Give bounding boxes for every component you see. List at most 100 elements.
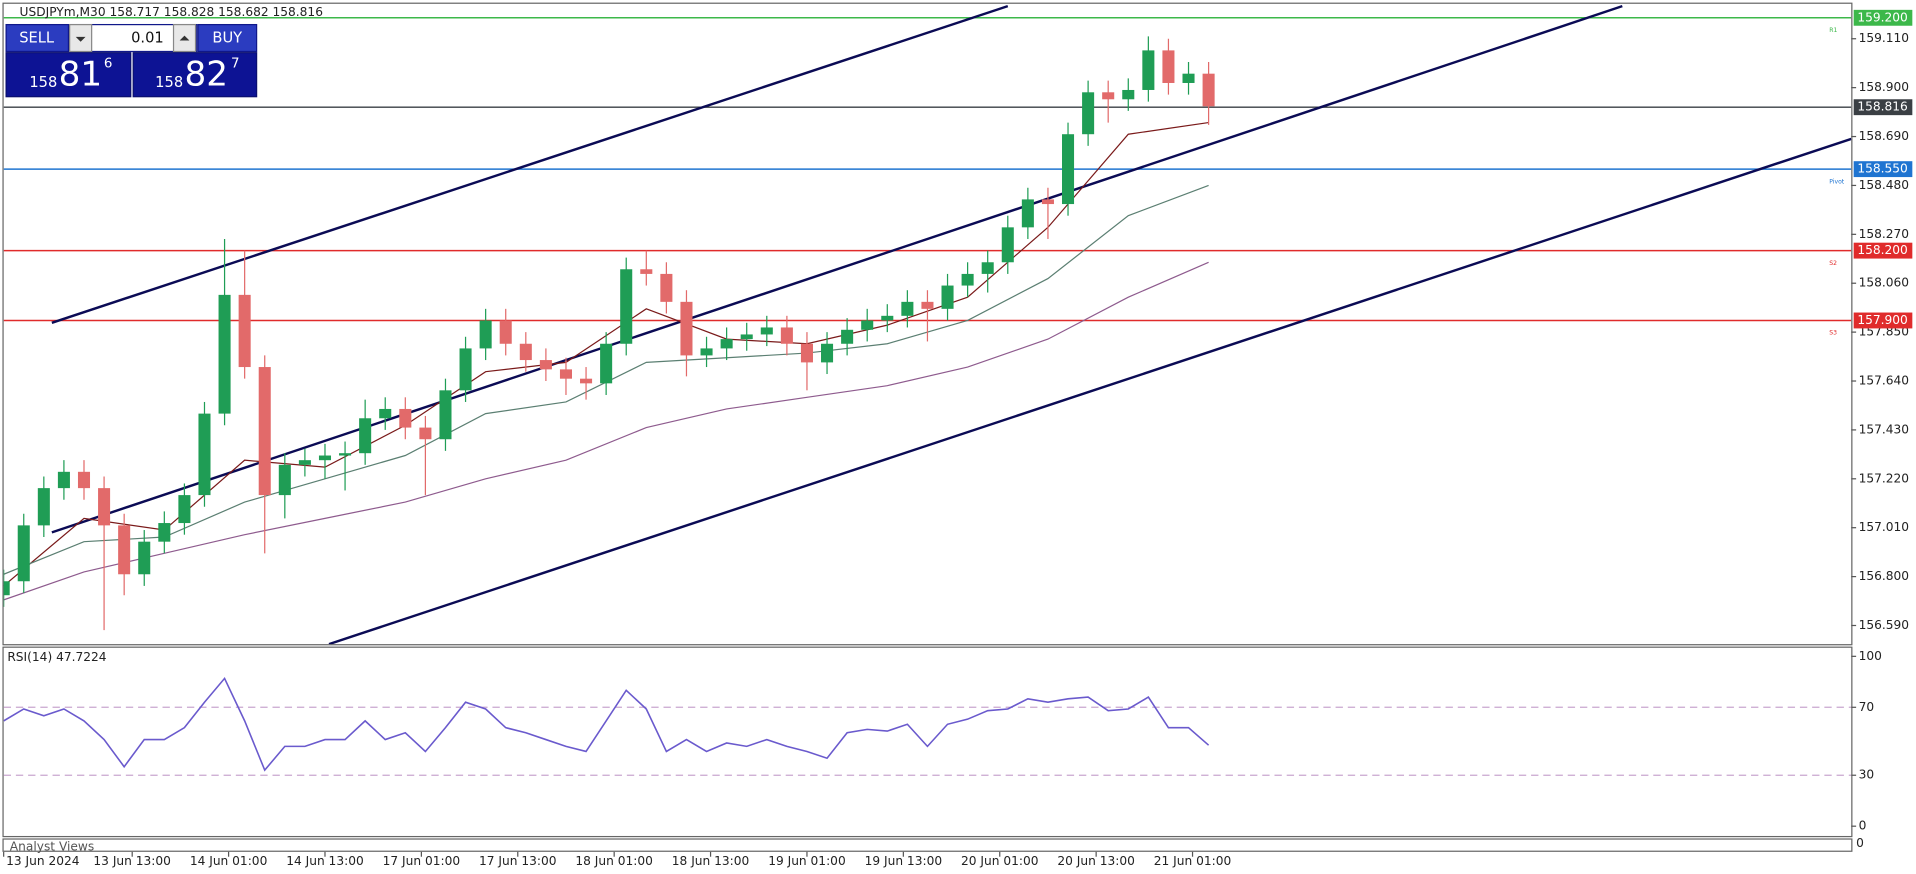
x-tick-label: 19 Jun 13:00 xyxy=(865,854,943,868)
candle-body xyxy=(640,269,653,274)
buy-button[interactable] xyxy=(197,23,258,53)
moving-average xyxy=(3,261,1209,601)
y-tick-label: 156.800 xyxy=(1859,569,1909,583)
level-label-box xyxy=(1853,161,1913,178)
candle-body xyxy=(278,464,291,496)
down-arrow xyxy=(75,36,86,42)
y-tick-label: 70 xyxy=(1859,700,1875,714)
candle-body xyxy=(539,360,552,370)
buy-price-main: 82 xyxy=(185,54,229,94)
level-label: 158.200 xyxy=(1857,243,1907,257)
y-tick-label: 158.690 xyxy=(1859,129,1909,143)
level-label: 158.550 xyxy=(1857,162,1907,176)
candle-body xyxy=(1021,199,1034,228)
sell-button[interactable] xyxy=(5,23,70,53)
price-plot: R1 Pivot S2 S3 xyxy=(3,4,1852,645)
candle-body xyxy=(359,418,372,454)
level-label-box xyxy=(1853,99,1913,116)
candle-body xyxy=(1122,89,1135,100)
candle-body xyxy=(439,390,452,440)
candle-body xyxy=(800,343,813,363)
candle-body xyxy=(77,471,91,489)
y-tick-label: 158.900 xyxy=(1859,80,1909,94)
candle-body xyxy=(298,460,311,465)
y-tick-label: 158.060 xyxy=(1859,276,1909,290)
buy-price-box[interactable] xyxy=(132,52,258,98)
sell-price-small: 6 xyxy=(104,57,113,72)
x-tick-label: 13 Jun 13:00 xyxy=(93,854,171,868)
sell-label[interactable]: SELL xyxy=(19,30,55,47)
analyst-pane xyxy=(2,838,1853,852)
candle-body xyxy=(841,329,854,344)
candle-body xyxy=(118,525,131,575)
rsi-plot xyxy=(3,676,1852,776)
level-name: R1 xyxy=(1829,27,1837,34)
candle-body xyxy=(881,315,894,321)
candle-body xyxy=(399,408,412,428)
x-tick-label: 18 Jun 13:00 xyxy=(672,854,750,868)
candle-body xyxy=(981,262,994,274)
candle-body xyxy=(680,301,693,356)
level-label: 159.200 xyxy=(1857,10,1907,24)
x-tick-label: 21 Jun 01:00 xyxy=(1154,854,1232,868)
candle-body xyxy=(941,285,954,309)
y-tick-label: 157.640 xyxy=(1859,374,1909,388)
trade-panel: SELL 0.01 BUY 158 81 6 158 82 7 xyxy=(5,23,258,98)
candle-body xyxy=(459,348,472,391)
level-label: 157.900 xyxy=(1857,313,1907,327)
y-tick-label: 157.220 xyxy=(1859,471,1909,485)
candle-body xyxy=(559,369,572,379)
level-label: 158.816 xyxy=(1857,100,1907,114)
candle-body xyxy=(720,339,733,349)
analyst-scale: 0 xyxy=(1856,836,1864,850)
y-tick-label: 157.010 xyxy=(1859,520,1909,534)
candle-body xyxy=(57,471,70,489)
x-tick-label: 14 Jun 01:00 xyxy=(190,854,268,868)
candle-body xyxy=(1041,199,1054,205)
level-label-box xyxy=(1853,242,1913,259)
buy-price-big: 158 xyxy=(155,74,183,91)
buy-price-small: 7 xyxy=(231,57,240,72)
candle-body xyxy=(17,525,30,582)
y-tick-label: 156.590 xyxy=(1859,618,1909,632)
x-tick-label: 20 Jun 01:00 xyxy=(961,854,1039,868)
x-tick-label: 17 Jun 13:00 xyxy=(479,854,557,868)
candle-body xyxy=(921,301,934,309)
candle-body xyxy=(158,523,171,542)
price-pane xyxy=(2,2,1853,646)
trendline xyxy=(328,137,1852,645)
y-tick-label: 0 xyxy=(1859,819,1867,833)
axes: 156.590 156.800 157.010 157.220 157.430 157.6… xyxy=(3,9,1913,868)
candle-body xyxy=(580,378,593,384)
candle-body xyxy=(1162,50,1175,83)
sell-price-main: 81 xyxy=(59,54,103,94)
candle-body xyxy=(339,453,352,456)
x-tick-label: 19 Jun 01:00 xyxy=(768,854,846,868)
buy-label[interactable]: BUY xyxy=(212,30,242,47)
candle-body xyxy=(1062,134,1075,205)
rsi-line xyxy=(3,676,1210,772)
trendline xyxy=(51,4,1623,534)
volume-value[interactable]: 0.01 xyxy=(131,30,164,47)
level-name: S2 xyxy=(1829,260,1837,267)
symbol-info: USDJPYm,M30 158.717 158.828 158.682 158.… xyxy=(20,5,323,19)
candle-body xyxy=(1102,92,1115,100)
candle-body xyxy=(138,541,151,575)
candle-body xyxy=(258,367,271,496)
candle-body xyxy=(379,408,392,419)
candle-body xyxy=(519,343,532,361)
candle-body xyxy=(760,327,773,335)
y-tick-label: 158.270 xyxy=(1859,227,1909,241)
level-name: S3 xyxy=(1829,330,1837,337)
candle-body xyxy=(901,301,914,316)
candle-body xyxy=(700,348,713,356)
candle-body xyxy=(1182,73,1195,83)
y-tick-label: 157.430 xyxy=(1859,422,1909,436)
up-arrow xyxy=(179,35,190,41)
candle-body xyxy=(1001,227,1014,263)
sell-price-box[interactable] xyxy=(5,52,132,98)
candle-body xyxy=(1142,50,1155,90)
rsi-pane xyxy=(2,646,1853,838)
